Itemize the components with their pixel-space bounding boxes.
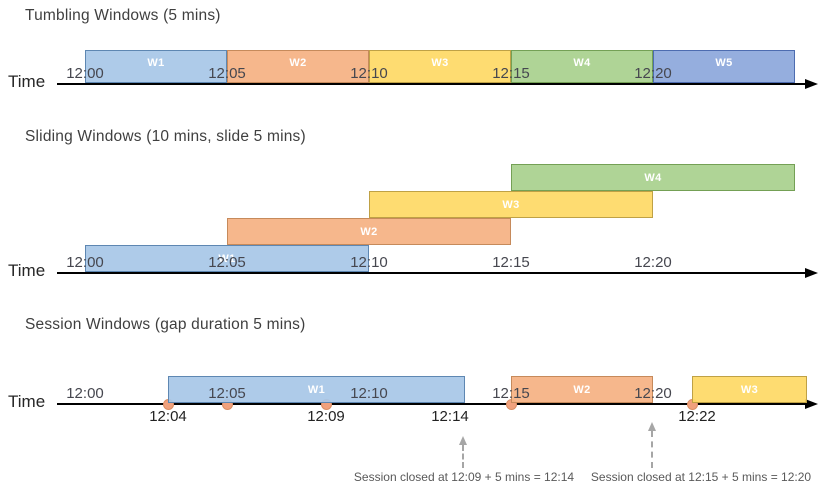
axis-tick-label: 12:15	[492, 385, 530, 402]
window-box-w2	[227, 50, 369, 83]
window-box-w1	[85, 245, 369, 272]
axis-tick-label: 12:20	[634, 65, 672, 82]
window-label-w3: W3	[431, 56, 449, 69]
window-box-w1	[168, 376, 465, 403]
session-close-arrow-icon	[648, 422, 656, 431]
axis-tick-label: 12:10	[350, 65, 388, 82]
session-close-arrow-line	[462, 445, 464, 468]
window-label-w1: W1	[147, 56, 165, 69]
window-box-w3	[369, 50, 511, 83]
sliding-section-title: Sliding Windows (10 mins, slide 5 mins)	[25, 128, 306, 145]
window-label-w1: W1	[307, 383, 326, 396]
time-axis-arrowhead-icon	[805, 79, 818, 89]
window-label-w2: W2	[289, 56, 307, 69]
axis-tick-label: 12:20	[634, 385, 672, 402]
tumbling-section-title: Tumbling Windows (5 mins)	[25, 7, 221, 24]
window-box-w2	[511, 376, 653, 403]
window-label-w3: W3	[502, 198, 520, 211]
axis-tick-label: 12:05	[208, 385, 246, 402]
window-box-w4	[511, 164, 795, 191]
window-label-w2: W2	[573, 383, 591, 396]
window-label-w1: W1	[218, 252, 236, 265]
event-time-label: 12:22	[678, 408, 716, 425]
time-axis-arrowhead-icon	[805, 399, 818, 409]
time-axis-line	[57, 403, 806, 405]
axis-tick-label: 12:20	[634, 254, 672, 271]
event-time-label: 12:04	[149, 408, 187, 425]
axis-tick-label: 12:00	[66, 65, 104, 82]
window-box-w5	[653, 50, 795, 83]
window-box-w3	[369, 191, 653, 218]
sliding-time-axis-label: Time	[8, 261, 46, 280]
time-axis-line	[57, 272, 806, 274]
time-axis-arrowhead-icon	[805, 268, 818, 278]
session-closed-annotation: Session closed at 12:09 + 5 mins = 12:14	[353, 470, 575, 484]
event-time-label: 12:14	[431, 408, 469, 425]
session-time-axis-label: Time	[8, 392, 46, 411]
window-label-w2: W2	[360, 225, 378, 238]
window-label-w4: W4	[644, 171, 662, 184]
event-time-label: 12:09	[307, 408, 345, 425]
axis-tick-label: 12:15	[492, 254, 530, 271]
axis-tick-label: 12:15	[492, 65, 530, 82]
window-box-w2	[227, 218, 511, 245]
time-axis-line	[57, 83, 806, 85]
axis-tick-label: 12:10	[350, 254, 388, 271]
axis-tick-label: 12:05	[208, 65, 246, 82]
session-close-arrow-line	[651, 431, 653, 468]
window-box-w3	[692, 376, 807, 403]
axis-tick-label: 12:00	[66, 385, 104, 402]
session-close-arrow-icon	[459, 436, 467, 445]
session-closed-annotation: Session closed at 12:15 + 5 mins = 12:20	[590, 470, 812, 484]
window-box-w4	[511, 50, 653, 83]
axis-tick-label: 12:10	[350, 385, 388, 402]
axis-tick-label: 12:00	[66, 254, 104, 271]
window-label-w3: W3	[740, 383, 759, 396]
tumbling-time-axis-label: Time	[8, 72, 46, 91]
axis-tick-label: 12:05	[208, 254, 246, 271]
window-label-w4: W4	[573, 56, 591, 69]
session-section-title: Session Windows (gap duration 5 mins)	[25, 316, 306, 333]
window-label-w5: W5	[715, 56, 733, 69]
window-box-w1	[85, 50, 227, 83]
